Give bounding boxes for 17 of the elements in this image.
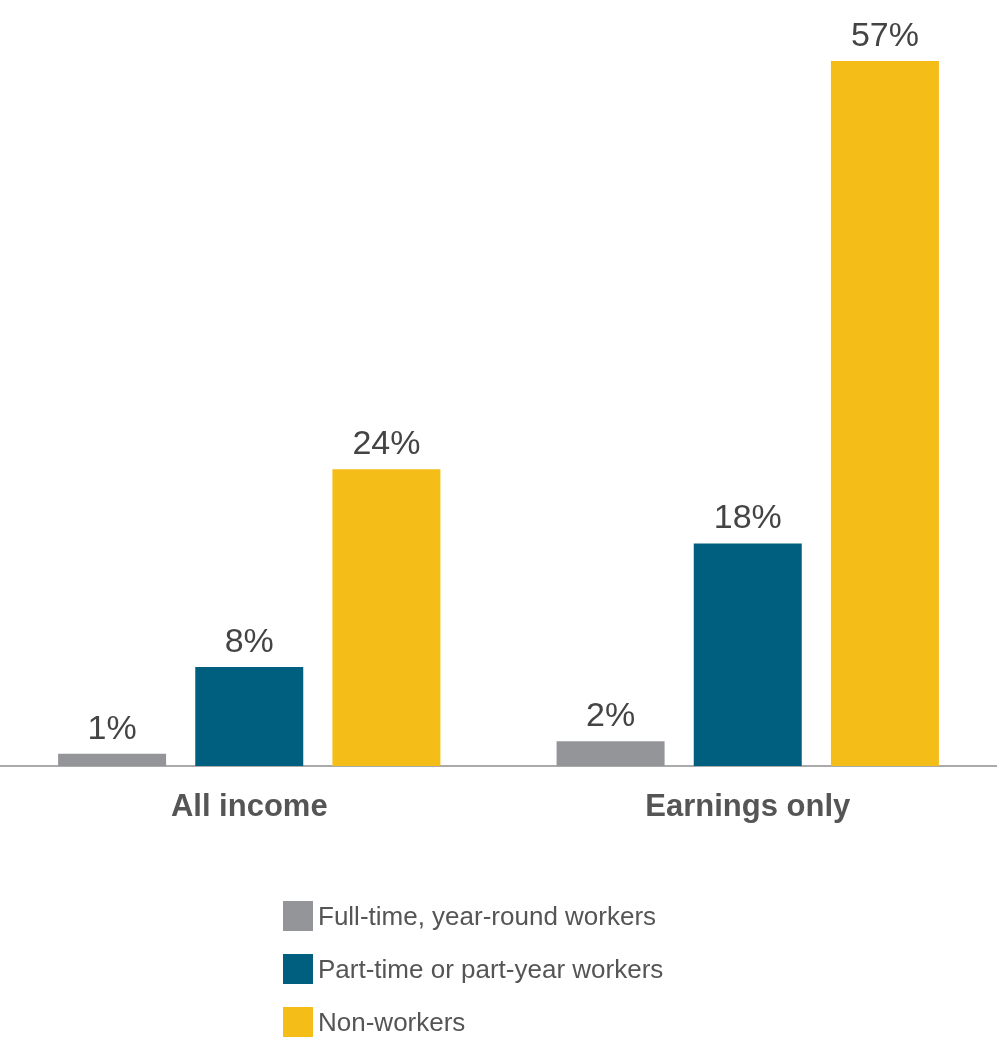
- x-tick-label: Earnings only: [645, 788, 851, 823]
- bar: [58, 753, 167, 766]
- bar: [195, 667, 304, 766]
- legend-label: Non-workers: [318, 1007, 466, 1037]
- bar: [556, 741, 665, 766]
- x-tick-label: All income: [170, 788, 328, 823]
- data-label: 18%: [713, 497, 782, 536]
- bar: [693, 543, 802, 766]
- legend-label: Part-time or part-year workers: [318, 954, 664, 984]
- data-label: 8%: [224, 621, 274, 660]
- data-label: 2%: [586, 695, 636, 734]
- bar: [830, 61, 939, 766]
- legend-label: Full-time, year-round workers: [318, 901, 657, 931]
- data-label: 57%: [850, 15, 919, 54]
- data-label: 24%: [352, 423, 421, 462]
- bar: [332, 469, 441, 766]
- data-label: 1%: [87, 707, 137, 746]
